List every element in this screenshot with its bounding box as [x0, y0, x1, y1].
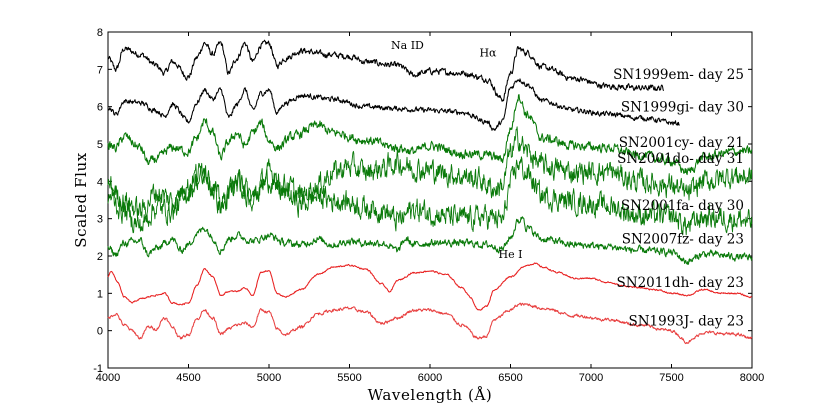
series-line-sn2001fa [107, 156, 753, 236]
y-tick-label: 1 [97, 288, 103, 300]
series-label-sn2001do: SN2001do- day 31 [617, 151, 744, 167]
x-tick-label: 5000 [257, 372, 281, 384]
x-tick-label: 4500 [176, 372, 200, 384]
x-tick-label: 8000 [740, 372, 764, 384]
y-tick-label: 2 [97, 251, 103, 263]
series-label-sn2011dh: SN2011dh- day 23 [617, 275, 744, 291]
x-tick-label: 6500 [498, 372, 522, 384]
series-line-sn1993j [107, 302, 753, 345]
y-tick-label: 3 [97, 214, 103, 226]
y-tick-label: 5 [97, 139, 103, 151]
series-label-sn1999gi: SN1999gi- day 30 [621, 100, 744, 116]
series-label-sn1999em: SN1999em- day 25 [613, 67, 744, 83]
y-tick-label: 8 [97, 27, 103, 39]
x-tick-label: 7500 [659, 372, 683, 384]
series-line-sn2001cy [107, 94, 753, 176]
x-tick-label: 7000 [579, 372, 603, 384]
annotations: Na ID Hα He I [391, 39, 522, 261]
y-tick-label: -1 [93, 363, 103, 375]
y-tick-label: 6 [97, 102, 103, 114]
series-line-sn2011dh [107, 262, 752, 311]
x-tick-label: 6000 [418, 372, 442, 384]
series-labels: SN1999em- day 25 SN1999gi- day 30 SN2001cy… [613, 67, 744, 330]
series-line-sn1999gi [107, 78, 680, 131]
annotation-label: Hα [479, 46, 497, 59]
series-line-sn1999em [107, 39, 665, 102]
series-line-sn2007fz [107, 216, 753, 266]
x-tick-label: 5500 [337, 372, 361, 384]
y-tick-label: 0 [97, 326, 103, 338]
y-axis-title: Scaled Flux [72, 152, 90, 248]
x-axis-title: Wavelength (Å) [368, 386, 493, 404]
annotation-label: Na ID [391, 39, 424, 52]
series-label-sn2001fa: SN2001fa- day 30 [621, 198, 744, 214]
axis-ticks: 4000 4500 5000 5500 6000 6500 7000 7500 8000 -1 0 1… [93, 27, 764, 384]
series-label-sn2001cy: SN2001cy- day 21 [619, 135, 744, 151]
series-label-sn2007fz: SN2007fz- day 23 [622, 231, 744, 247]
annotation-label: He I [499, 248, 523, 261]
series-label-sn1993j: SN1993J- day 23 [628, 314, 743, 330]
y-tick-label: 4 [97, 176, 103, 188]
y-tick-label: 7 [97, 64, 103, 76]
x-tick-label: 4000 [96, 372, 120, 384]
series-layer [107, 39, 753, 345]
